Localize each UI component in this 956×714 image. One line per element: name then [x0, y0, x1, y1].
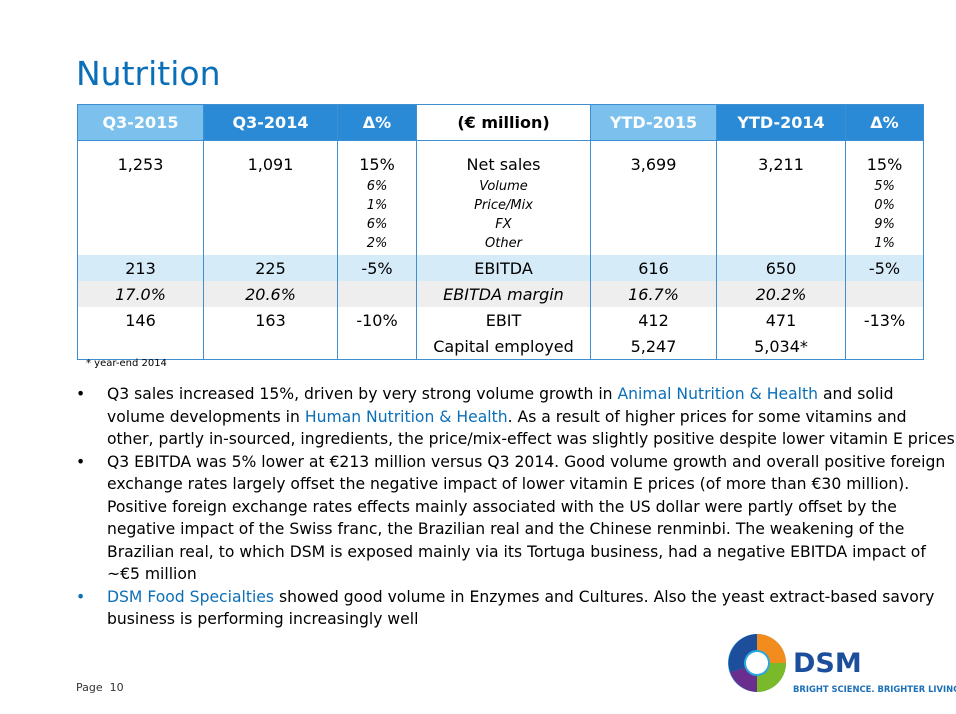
- table-footnote: * year-end 2014: [86, 358, 167, 369]
- table-cell: [77, 333, 204, 360]
- table-cell: 225: [203, 255, 338, 281]
- header-cell: Δ%: [337, 104, 417, 141]
- table-cell: 5,034*: [716, 333, 846, 360]
- table-cell: 3,699: [590, 140, 717, 177]
- breakdown-value: 1%: [874, 236, 895, 251]
- dsm-logo-icon: [728, 634, 786, 692]
- table-cell: EBIT: [416, 307, 591, 333]
- table-cell: -5%: [845, 255, 924, 281]
- header-cell: YTD-2014: [716, 104, 846, 141]
- breakdown-value: 0%: [874, 198, 895, 213]
- table-cell: [337, 333, 417, 360]
- table-cell: 20.6%: [203, 281, 338, 307]
- logo-wordmark: DSM: [793, 648, 862, 679]
- table-cell: [845, 333, 924, 360]
- table-row-breakdown: 6% 1% 6% 2% Volume Price/Mix FX Other 5%…: [77, 177, 924, 255]
- table-cell: [337, 281, 417, 307]
- breakdown-value: 9%: [874, 217, 895, 232]
- table-cell: 15%: [845, 140, 924, 177]
- bullet-marker: •: [76, 385, 86, 403]
- table-cell: [203, 333, 338, 360]
- table-cell: Net sales: [416, 140, 591, 177]
- logo-tagline: BRIGHT SCIENCE. BRIGHTER LIVING.: [793, 684, 956, 694]
- breakdown-label: Price/Mix: [474, 198, 533, 213]
- table-cell: 412: [590, 307, 717, 333]
- table-cell: 213: [77, 255, 204, 281]
- financial-table: Q3-2015 Q3-2014 Δ% (€ million) YTD-2015 …: [77, 104, 924, 360]
- table-row: Capital employed 5,247 5,034*: [77, 333, 924, 360]
- table-row: 146 163 -10% EBIT 412 471 -13%: [77, 307, 924, 333]
- breakdown-label: Other: [485, 236, 522, 251]
- header-cell: Q3-2015: [77, 104, 204, 141]
- bullet-highlight: Animal Nutrition & Health: [617, 385, 818, 403]
- table-cell: 20.2%: [716, 281, 846, 307]
- table-row: 1,253 1,091 15% Net sales 3,699 3,211 15…: [77, 140, 924, 177]
- slide-title: Nutrition: [76, 54, 221, 93]
- table-cell: 17.0%: [77, 281, 204, 307]
- bullet-text: . As a result of higher prices for some …: [107, 407, 955, 449]
- breakdown-label: FX: [495, 217, 512, 232]
- bullet-item: • DSM Food Specialties showed good volum…: [76, 586, 956, 631]
- table-cell: EBITDA margin: [416, 281, 591, 307]
- bullet-highlight: Human Nutrition & Health: [304, 407, 508, 426]
- bullet-item: • Q3 sales increased 15%, driven by very…: [76, 383, 956, 451]
- bullet-item: • Q3 EBITDA was 5% lower at €213 million…: [76, 451, 956, 586]
- table-cell: 1,091: [203, 140, 338, 177]
- page-number: 10: [109, 681, 124, 694]
- bullet-list: • Q3 sales increased 15%, driven by very…: [76, 383, 956, 631]
- table-cell: 16.7%: [590, 281, 717, 307]
- header-cell: Δ%: [845, 104, 924, 141]
- bullet-marker: •: [76, 587, 86, 606]
- table-cell: EBITDA: [416, 255, 591, 281]
- table-row: 213 225 -5% EBITDA 616 650 -5%: [77, 255, 924, 281]
- bullet-text: Q3 EBITDA was 5% lower at €213 million v…: [107, 452, 946, 584]
- table-cell: 146: [77, 307, 204, 333]
- header-cell: YTD-2015: [590, 104, 717, 141]
- page-indicator: Page 10: [76, 681, 124, 694]
- table-cell: 15%: [337, 140, 417, 177]
- breakdown-value: 2%: [366, 236, 388, 251]
- breakdown-value: 1%: [366, 198, 388, 213]
- bullet-marker: •: [76, 452, 86, 471]
- table-cell: [845, 281, 924, 307]
- table-cell: 163: [203, 307, 338, 333]
- table-cell: 471: [716, 307, 846, 333]
- bullet-text: and solid volume developments in: [107, 385, 894, 426]
- breakdown-label: Volume: [479, 179, 528, 194]
- bullet-highlight: DSM Food Specialties: [107, 587, 275, 606]
- table-cell: -13%: [845, 307, 924, 333]
- breakdown-value: 6%: [366, 179, 388, 194]
- table-cell: -5%: [337, 255, 417, 281]
- breakdown-value: 5%: [874, 179, 895, 194]
- table-row: 17.0% 20.6% EBITDA margin 16.7% 20.2%: [77, 281, 924, 307]
- table-cell: 616: [590, 255, 717, 281]
- breakdown-value: 6%: [366, 217, 388, 232]
- header-cell: Q3-2014: [203, 104, 338, 141]
- page-label: Page: [76, 681, 103, 694]
- table-header-row: Q3-2015 Q3-2014 Δ% (€ million) YTD-2015 …: [77, 104, 924, 141]
- table-cell: Capital employed: [416, 333, 591, 360]
- table-cell: 1,253: [77, 140, 204, 177]
- table-cell: 3,211: [716, 140, 846, 177]
- table-cell: 650: [716, 255, 846, 281]
- table-cell: -10%: [337, 307, 417, 333]
- bullet-text: showed good volume in Enzymes and Cultur…: [107, 587, 935, 629]
- bullet-text: Q3 sales increased 15%, driven by very s…: [107, 385, 618, 403]
- header-cell: (€ million): [416, 104, 591, 141]
- table-cell: 5,247: [590, 333, 717, 360]
